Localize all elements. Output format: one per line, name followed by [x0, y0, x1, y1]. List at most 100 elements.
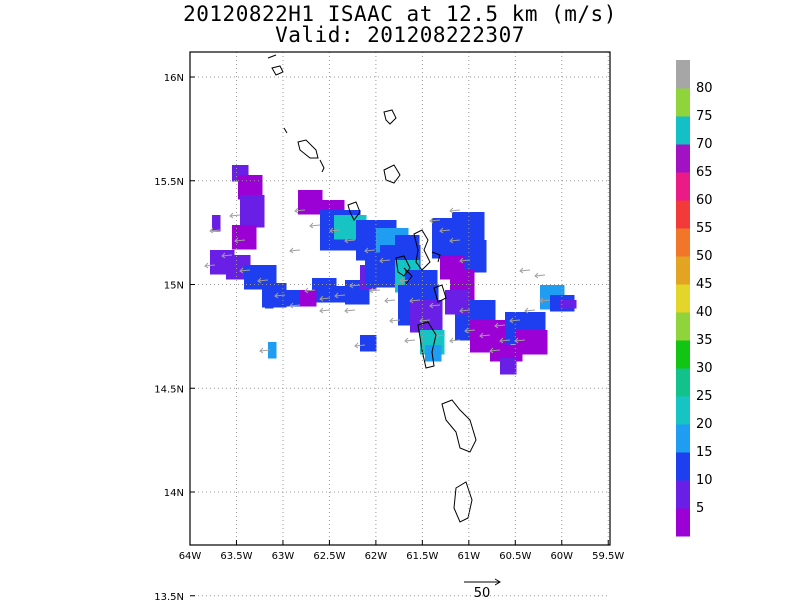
colorbar-label: 10 [696, 473, 713, 488]
wind-cell [470, 320, 479, 329]
wind-arrow-head [384, 297, 389, 304]
colorbar-swatch [676, 368, 690, 397]
wind-cell [260, 265, 269, 274]
wind-cell [432, 226, 441, 235]
wind-arrow-head [509, 317, 514, 324]
wind-cell [238, 175, 247, 184]
wind-cell [328, 200, 337, 209]
wind-cell [342, 223, 351, 232]
wind-cell [356, 228, 365, 237]
wind-cell [388, 245, 397, 254]
wind-cell [432, 250, 441, 259]
wind-cell [458, 278, 467, 287]
colorbar-label: 35 [696, 333, 713, 348]
wind-cell [308, 290, 317, 299]
wind-cell [285, 298, 294, 307]
wind-cell [256, 203, 265, 212]
wind-arrow-head [364, 247, 369, 254]
wind-cell [513, 320, 522, 329]
wind-cell [470, 344, 479, 353]
wind-cell [421, 278, 430, 287]
wind-cell [232, 241, 241, 250]
wind-cell [453, 290, 462, 299]
plot-title: 20120822H1 ISAAC at 12.5 km (m/s) [183, 2, 617, 26]
wind-arrow-head [429, 217, 434, 224]
wind-cell [345, 288, 354, 297]
colorbar-swatch [676, 116, 690, 145]
wind-cell [373, 271, 382, 280]
wind-arrow [349, 284, 361, 287]
wind-cell [537, 320, 546, 329]
wind-arrow-head [439, 227, 444, 234]
wind-arrow [519, 269, 531, 272]
wind-cell [308, 298, 317, 307]
wind-cell [414, 293, 423, 302]
wind-cell [550, 303, 559, 312]
wind-cell [218, 266, 227, 275]
wind-cell [429, 278, 438, 287]
wind-cell [260, 273, 269, 282]
wind-cell [478, 336, 487, 345]
wind-cell [364, 228, 373, 237]
wind-arrow-head [534, 272, 539, 279]
wind-cell [268, 342, 277, 351]
wind-cell [320, 286, 329, 295]
wind-cell [252, 281, 261, 290]
wind-cell [226, 263, 235, 272]
wind-cell [462, 240, 471, 249]
wind-arrow [344, 309, 356, 312]
wind-cell [462, 264, 471, 273]
wind-cell [328, 234, 337, 243]
wind-cell [521, 312, 530, 321]
wind-cell [240, 195, 249, 204]
colorbar-swatch [676, 228, 690, 257]
wind-cell [494, 336, 503, 345]
wind-cell [455, 332, 464, 341]
wind-cell [470, 328, 479, 337]
wind-cell [256, 211, 265, 220]
island-outline [383, 109, 397, 125]
y-tick-label: 13.5N [154, 592, 184, 600]
wind-cell [306, 190, 315, 199]
wind-arrow [434, 334, 446, 337]
wind-cell [440, 242, 449, 251]
x-tick-label: 59.5W [592, 551, 624, 562]
wind-arrow [409, 299, 421, 302]
island-outline [319, 159, 325, 173]
wind-cell [471, 308, 480, 317]
colorbar-swatch [676, 452, 690, 481]
wind-arrow [257, 279, 269, 282]
wind-cell [426, 324, 435, 333]
colorbar-swatch [676, 312, 690, 341]
wind-cell [353, 296, 362, 305]
wind-cell [466, 294, 475, 303]
wind-arrow [514, 339, 526, 342]
wind-arrow-head [494, 322, 499, 329]
wind-cell [428, 338, 437, 347]
wind-cell [455, 324, 464, 333]
wind-cell [450, 278, 459, 287]
x-tick-label: 63.5W [220, 551, 252, 562]
wind-cell [490, 345, 499, 354]
wind-arrow-head [404, 337, 409, 344]
wind-cell [364, 236, 373, 245]
wind-cell [368, 343, 377, 352]
wind-cell [361, 288, 370, 297]
axes: 64W 63.5W 63W 62.5W 62W 61.5W 61W 60.5W 60W 59.5W… [154, 73, 624, 600]
wind-cell [334, 215, 343, 224]
wind-arrow [539, 299, 551, 302]
wind-arrow-head [319, 295, 324, 302]
y-tick-label: 14.5N [154, 384, 184, 395]
wind-cell [314, 206, 323, 215]
wind-cell [455, 316, 464, 325]
wind-cell [505, 320, 514, 329]
wind-cell [298, 198, 307, 207]
wind-arrow-head [344, 307, 349, 314]
wind-cell [293, 290, 302, 299]
wind-cell [531, 338, 540, 347]
wind-cell [432, 242, 441, 251]
colorbar-label: 15 [696, 445, 713, 460]
wind-cell [312, 278, 321, 287]
wind-arrow [479, 334, 491, 337]
